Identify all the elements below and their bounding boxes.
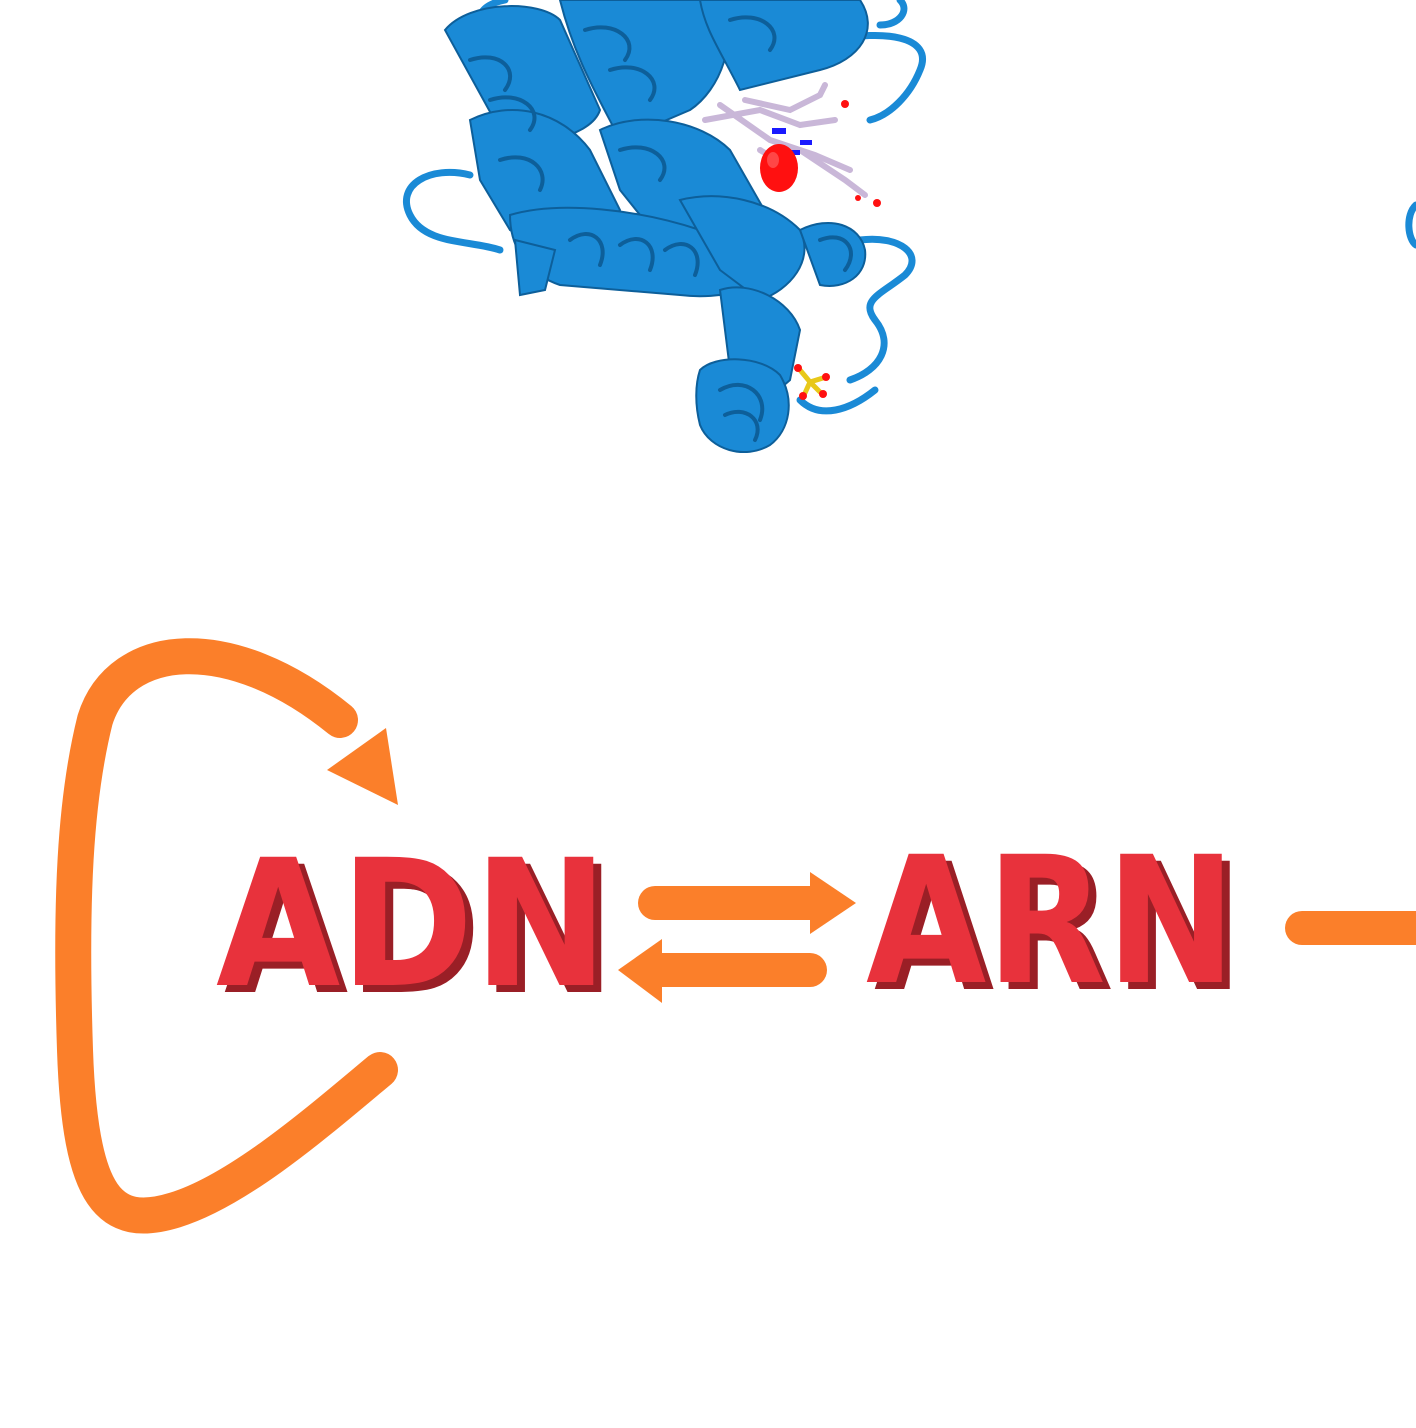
sulfate-ligand xyxy=(794,364,830,400)
svg-text:ADN: ADN xyxy=(224,829,616,1034)
replication-loop-arrow xyxy=(55,638,398,1234)
protein-structure xyxy=(403,0,1416,454)
transcription-arrow xyxy=(638,872,856,934)
dna-label: ADN ADN xyxy=(216,822,616,1034)
heme-ligand xyxy=(702,82,881,207)
rna-label: ARN ARN xyxy=(866,819,1244,1031)
svg-text:ARN: ARN xyxy=(874,826,1244,1031)
reverse-transcription-arrow xyxy=(618,939,827,1003)
rna-label-text: ARN xyxy=(866,819,1236,1024)
dna-label-text: ADN xyxy=(216,822,608,1027)
